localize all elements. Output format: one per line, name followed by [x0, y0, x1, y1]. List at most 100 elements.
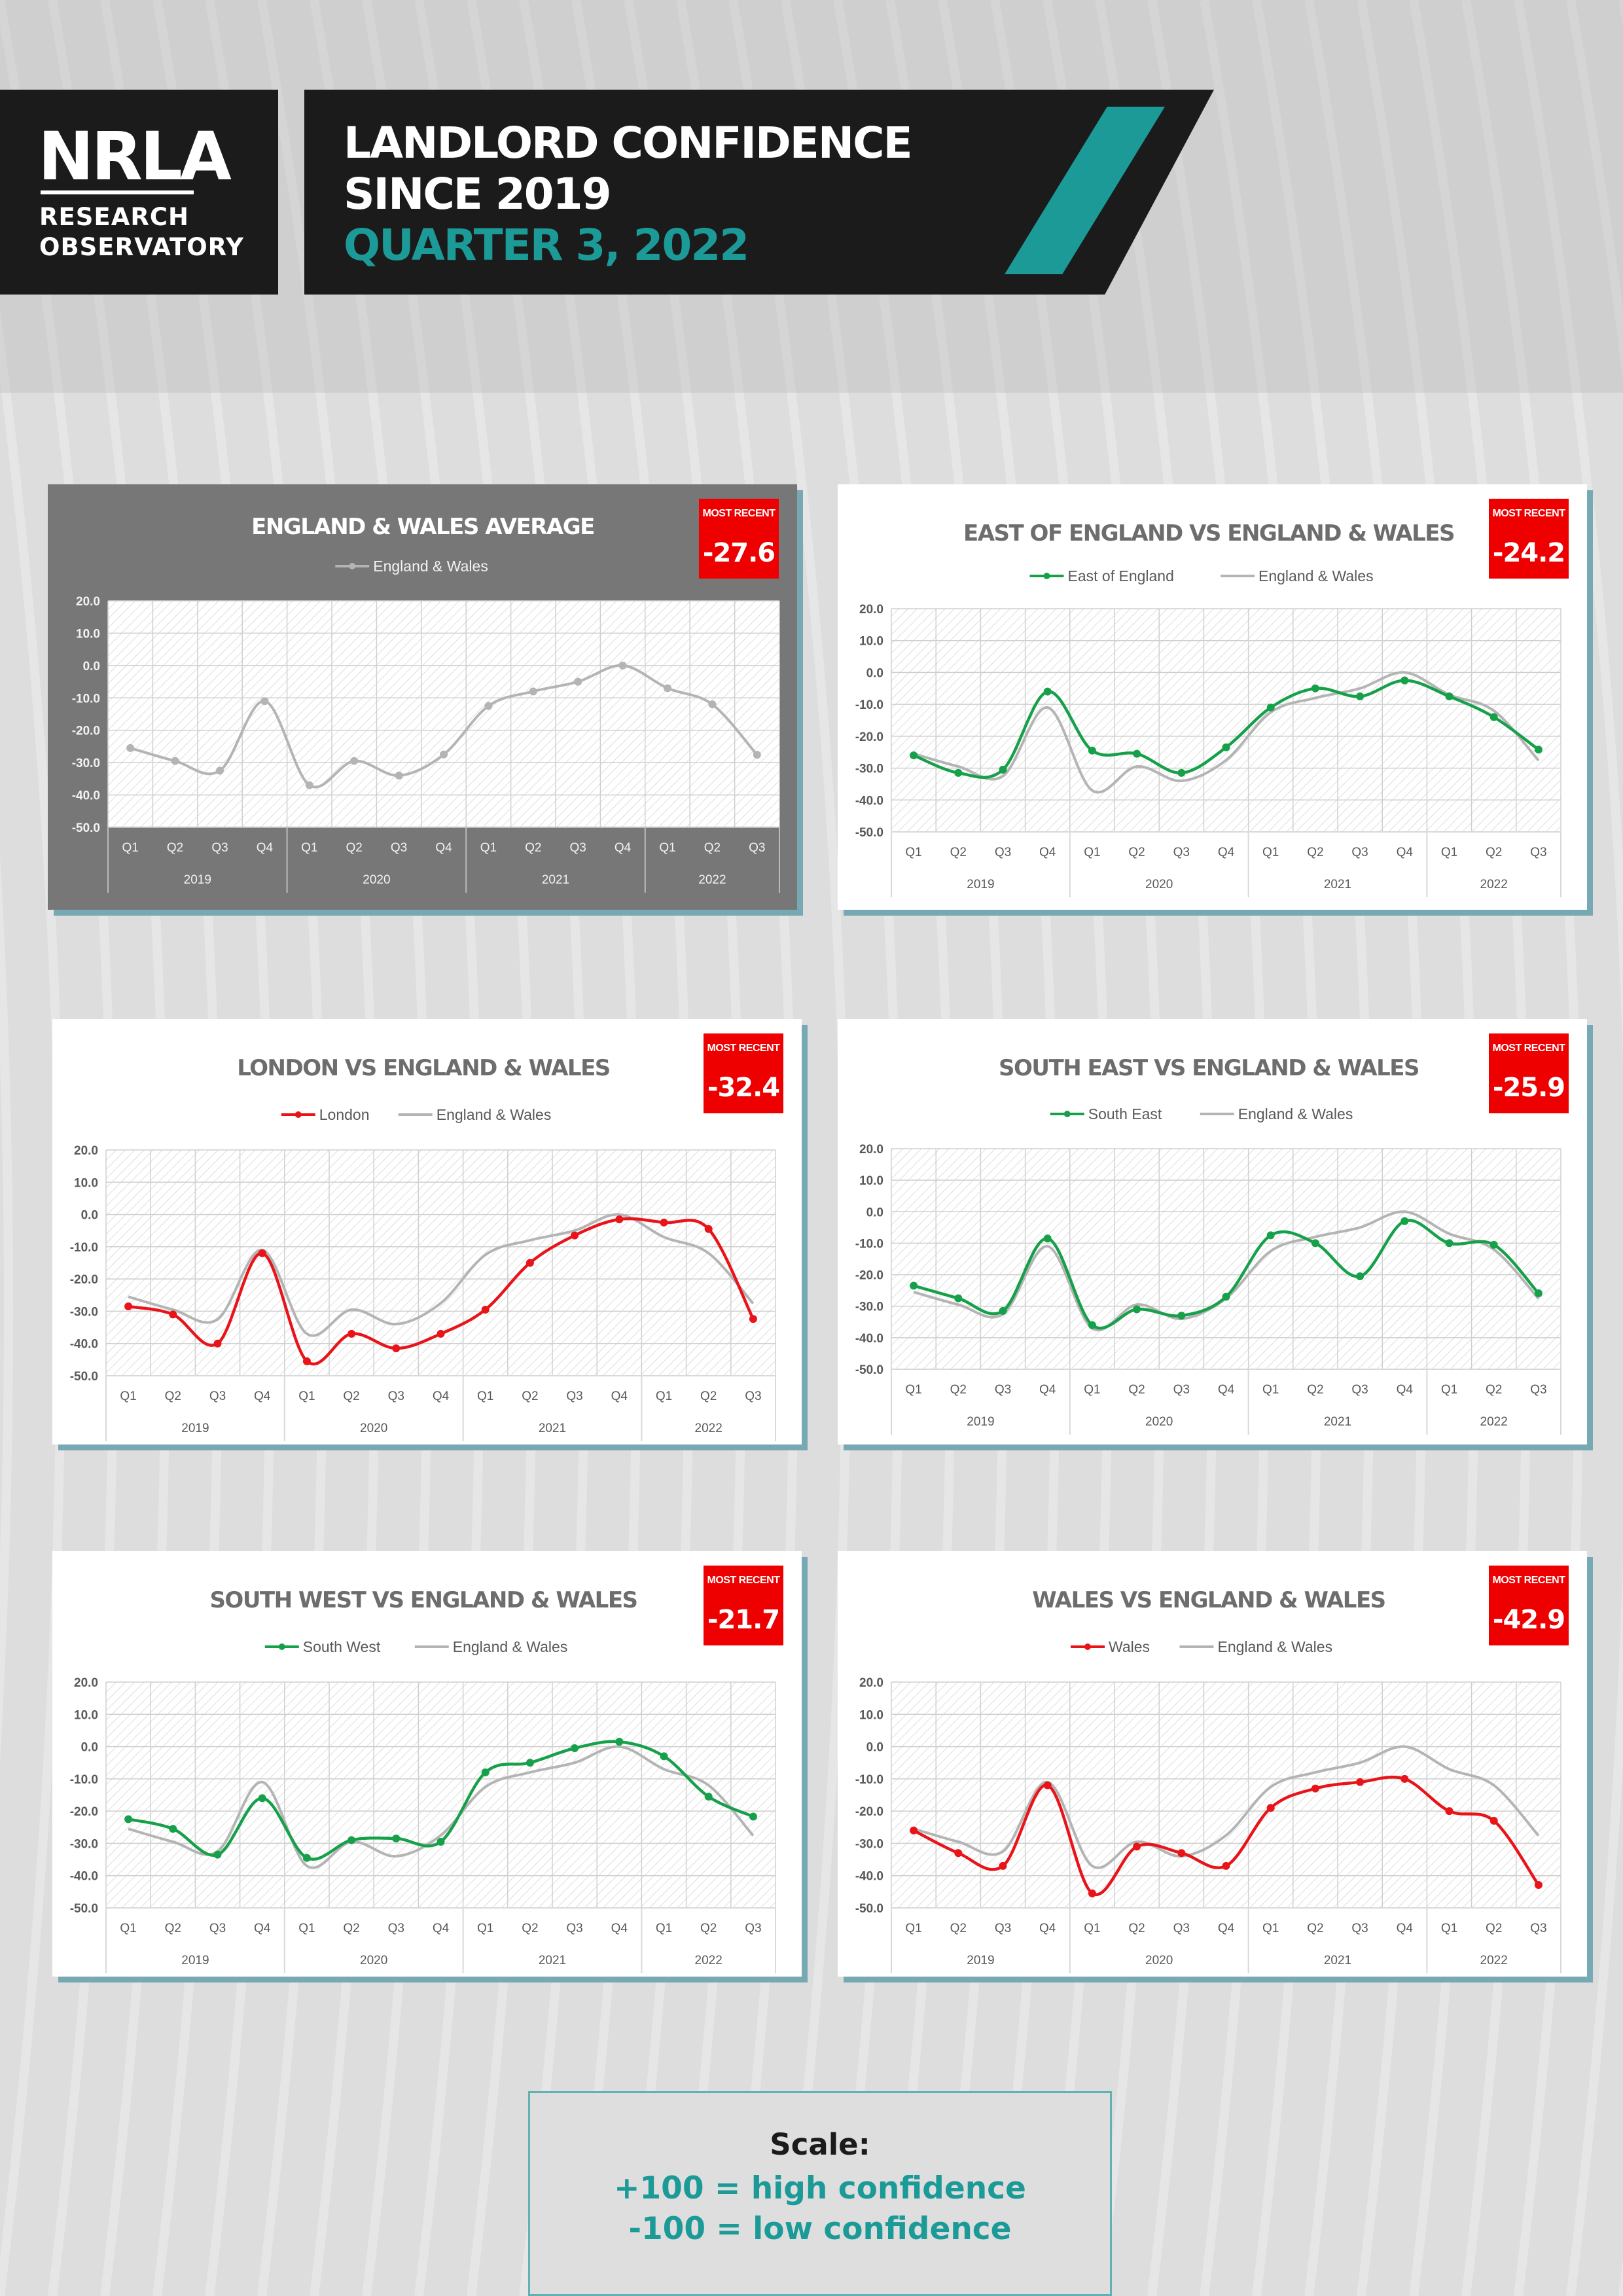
- data-point-south-east: [910, 1282, 918, 1290]
- x-tick-label: Q4: [433, 1922, 450, 1935]
- x-tick-label: Q2: [1128, 1922, 1145, 1935]
- data-point-england-wales: [574, 677, 582, 686]
- data-point-wales: [1133, 1842, 1141, 1851]
- legend-swatch-marker: [1084, 1643, 1091, 1650]
- chart-title: SOUTH WEST VS ENGLAND & WALES: [209, 1587, 637, 1613]
- x-tick-label: Q3: [388, 1922, 404, 1935]
- x-year-label: 2019: [967, 878, 994, 891]
- x-tick-label: Q4: [1218, 1922, 1235, 1935]
- x-tick-label: Q4: [1218, 1383, 1235, 1397]
- data-point-wales: [1445, 1807, 1454, 1816]
- x-tick-label: Q3: [745, 1922, 761, 1935]
- y-tick-label: 0.0: [866, 1206, 883, 1219]
- x-tick-label: Q3: [1351, 846, 1368, 859]
- x-tick-label: Q1: [905, 1383, 921, 1397]
- data-point-south-east: [1356, 1272, 1364, 1280]
- y-tick-label: 10.0: [859, 635, 883, 649]
- badge-label: MOST RECENT: [1492, 1575, 1565, 1586]
- most-recent-badge: MOST RECENT -24.2: [1489, 499, 1569, 579]
- x-tick-label: Q1: [1262, 1922, 1279, 1935]
- y-tick-label: 0.0: [866, 1741, 883, 1755]
- logo-sub-line-2: OBSERVATORY: [39, 233, 244, 261]
- x-tick-label: Q2: [950, 1383, 967, 1397]
- data-point-london: [348, 1329, 356, 1338]
- x-tick-label: Q1: [298, 1922, 315, 1935]
- data-point-wales: [1489, 1816, 1498, 1825]
- data-point-england-wales: [753, 751, 761, 759]
- legend-label: England & Wales: [373, 558, 488, 575]
- y-tick-label: -40.0: [70, 1870, 98, 1884]
- plot-area: [891, 1682, 1561, 1908]
- badge-label: MOST RECENT: [1492, 1043, 1565, 1054]
- data-point-south-west: [526, 1759, 534, 1767]
- data-point-england-wales: [395, 771, 403, 780]
- data-point-south-east: [1489, 1240, 1498, 1249]
- logo-subtitle: RESEARCH OBSERVATORY: [39, 202, 244, 262]
- y-tick-label: 20.0: [859, 603, 883, 617]
- legend-label: South East: [1088, 1105, 1162, 1122]
- page-title-line-2: SINCE 2019: [344, 169, 612, 219]
- x-tick-label: Q4: [1039, 846, 1056, 859]
- data-point-wales: [910, 1826, 918, 1835]
- data-point-wales: [1534, 1881, 1543, 1890]
- x-tick-label: Q2: [1486, 1922, 1502, 1935]
- badge-label: MOST RECENT: [1492, 508, 1565, 519]
- y-tick-label: -30.0: [855, 1300, 883, 1314]
- x-tick-label: Q3: [209, 1922, 226, 1935]
- x-tick-label: Q1: [477, 1922, 493, 1935]
- y-tick-label: 0.0: [866, 666, 883, 680]
- x-year-label: 2022: [1480, 1954, 1508, 1967]
- series-line-wales: [913, 1775, 1540, 1897]
- data-point-south-west: [258, 1794, 266, 1803]
- y-tick-label: -20.0: [70, 1805, 98, 1819]
- y-tick-label: -10.0: [72, 692, 100, 706]
- legend-label: London: [319, 1106, 370, 1123]
- chart-panel-london: LONDON VS ENGLAND & WALES London England &…: [52, 1019, 802, 1444]
- most-recent-badge: MOST RECENT -42.9: [1489, 1566, 1569, 1645]
- scale-legend-box: Scale: +100 = high confidence -100 = low…: [528, 2091, 1112, 2296]
- data-point-south-west: [213, 1850, 222, 1859]
- data-point-london: [481, 1305, 490, 1314]
- series-line-east-of-england: [913, 679, 1540, 779]
- data-point-england-wales: [618, 661, 627, 670]
- x-tick-label: Q4: [433, 1390, 450, 1403]
- chart-svg-east-of-england: EAST OF ENGLAND VS ENGLAND & WALES East o…: [855, 520, 1561, 897]
- data-point-london: [526, 1259, 534, 1267]
- data-point-south-east: [1311, 1239, 1319, 1247]
- data-point-england-wales: [440, 750, 448, 759]
- x-tick-label: Q4: [611, 1390, 628, 1403]
- data-point-south-west: [571, 1744, 579, 1753]
- x-tick-label: Q4: [1397, 1383, 1414, 1397]
- x-tick-label: Q3: [391, 841, 407, 855]
- data-point-england-wales: [664, 684, 671, 692]
- x-tick-label: Q4: [257, 841, 274, 855]
- x-tick-label: Q3: [1173, 1922, 1190, 1935]
- x-year-label: 2019: [184, 873, 211, 887]
- chart-panel-south-west: SOUTH WEST VS ENGLAND & WALES South West E…: [52, 1551, 802, 1977]
- plot-area: [891, 1149, 1561, 1369]
- x-tick-label: Q3: [995, 1922, 1011, 1935]
- x-tick-label: Q3: [1530, 1383, 1546, 1397]
- y-tick-label: 10.0: [74, 1176, 98, 1190]
- badge-label: MOST RECENT: [707, 1575, 780, 1586]
- data-point-south-east: [1400, 1217, 1409, 1225]
- x-tick-label: Q3: [209, 1390, 226, 1403]
- x-tick-label: Q2: [343, 1390, 359, 1403]
- x-tick-label: Q1: [656, 1922, 672, 1935]
- x-tick-label: Q4: [254, 1390, 271, 1403]
- data-point-south-east: [954, 1294, 963, 1302]
- legend-swatch-marker: [1063, 1111, 1071, 1117]
- data-point-london: [124, 1302, 133, 1311]
- chart-title: EAST OF ENGLAND VS ENGLAND & WALES: [963, 520, 1454, 547]
- data-point-south-east: [1177, 1312, 1186, 1320]
- data-point-london: [660, 1218, 668, 1227]
- x-tick-label: Q1: [905, 846, 921, 859]
- x-year-label: 2022: [695, 1422, 722, 1435]
- x-tick-label: Q3: [566, 1922, 582, 1935]
- y-tick-label: 20.0: [74, 1676, 98, 1690]
- chart-title: SOUTH EAST VS ENGLAND & WALES: [999, 1055, 1419, 1081]
- legend-swatch-marker: [294, 1111, 302, 1118]
- data-point-south-east: [1088, 1321, 1096, 1329]
- page-title-line-3: QUARTER 3, 2022: [344, 220, 749, 270]
- y-tick-label: 10.0: [76, 627, 100, 641]
